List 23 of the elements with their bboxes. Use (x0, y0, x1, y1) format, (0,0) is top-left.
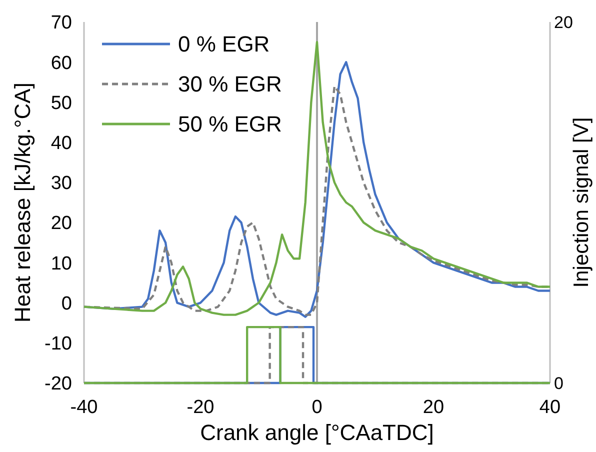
legend-label: 30 % EGR (178, 72, 282, 97)
y2-tick-label: 20 (554, 12, 573, 32)
y-tick-label: 40 (50, 132, 72, 154)
y-tick-label: -10 (44, 334, 72, 355)
y-tick-label: 0 (61, 293, 72, 314)
y-axis-title: Heat release [kJ/kg.°CA] (10, 82, 35, 322)
x-tick-label: 0 (312, 397, 322, 418)
x-tick-label: -40 (70, 397, 98, 418)
x-tick-label: 40 (539, 397, 561, 418)
y-tick-label: -20 (44, 374, 72, 395)
y2-axis-title: Injection signal [V] (570, 117, 593, 288)
x-tick-label: -20 (186, 397, 214, 418)
legend-label: 50 % EGR (178, 112, 282, 137)
x-tick-label: 20 (422, 397, 444, 418)
x-axis-title: Crank angle [°CAaTDC] (200, 420, 434, 445)
y-tick-label: 30 (50, 173, 72, 194)
legend-label: 0 % EGR (178, 32, 270, 57)
y-tick-label: 50 (50, 92, 72, 114)
y-tick-label: 60 (50, 52, 72, 74)
y-tick-label: 70 (50, 12, 72, 34)
y-tick-label: 10 (50, 253, 72, 274)
y-tick-label: 20 (50, 213, 72, 234)
y2-tick-label: 0 (554, 374, 564, 393)
